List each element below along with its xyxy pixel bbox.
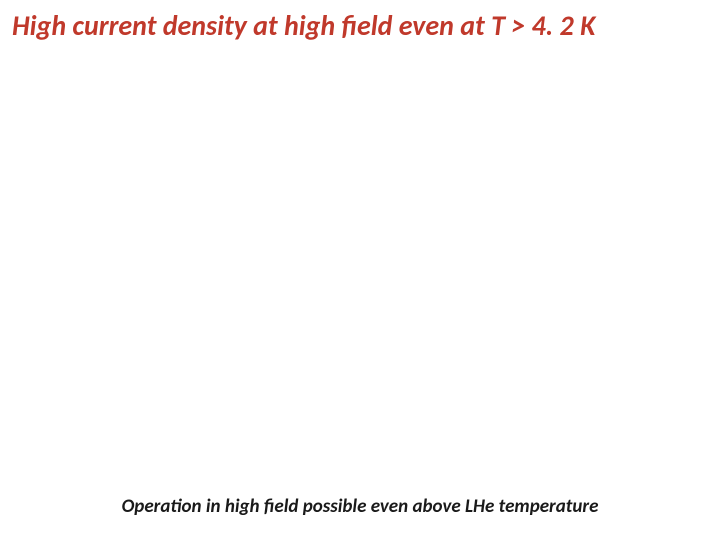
slide-title: High current density at high field even … <box>12 8 708 43</box>
slide: High current density at high field even … <box>0 0 720 540</box>
slide-footer: Operation in high field possible even ab… <box>0 495 720 518</box>
